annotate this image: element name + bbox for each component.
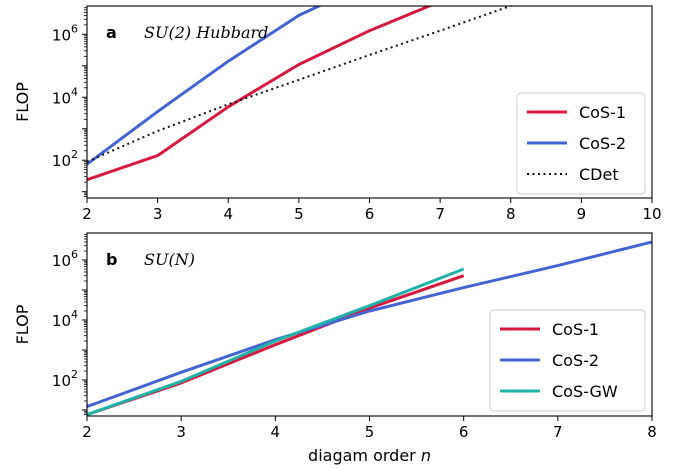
legend-label-cdet: CDet [579, 165, 619, 184]
panel-letter: b [106, 250, 117, 269]
legend-label-cos-1: CoS-1 [552, 320, 599, 339]
x-tick-label: 5 [365, 423, 375, 441]
x-tick-label: 6 [365, 205, 375, 223]
x-tick-label: 8 [647, 423, 657, 441]
y-tick-label: 106 [52, 22, 78, 44]
panel-letter: a [106, 23, 117, 42]
y-tick-label: 104 [52, 85, 78, 107]
legend-label-cos-1: CoS-1 [579, 103, 626, 122]
x-tick-label: 2 [82, 205, 92, 223]
x-tick-label: 6 [459, 423, 469, 441]
x-tick-label: 3 [176, 423, 186, 441]
panel-title: SU(2) Hubbard [144, 23, 268, 42]
series-line-cos-gw [87, 269, 464, 415]
x-tick-label: 4 [271, 423, 281, 441]
x-tick-label: 3 [153, 205, 163, 223]
x-tick-label: 5 [294, 205, 304, 223]
x-tick-label: 2 [82, 423, 92, 441]
panel-b: 2 3 4 5 6 7 8 102 104 106 FLOP diagam order n b SU(N)… [13, 233, 657, 465]
legend: CoS-1 CoS-2 CoS-GW [490, 310, 645, 411]
panel-a: 2 3 4 5 6 7 8 9 10 102 104 106 FLOP a SU(2) Hubbard CoS… [13, 0, 662, 223]
x-tick-label: 4 [223, 205, 233, 223]
y-tick-label: 104 [52, 308, 78, 330]
y-axis-label: FLOP [13, 82, 32, 122]
legend-label-cos-gw: CoS-GW [552, 382, 618, 401]
x-tick-label: 9 [577, 205, 587, 223]
x-tick-label: 7 [435, 205, 445, 223]
x-tick-label: 10 [642, 205, 661, 223]
panel-title: SU(N) [144, 250, 195, 269]
y-tick-label: 106 [52, 248, 78, 270]
x-axis-label: diagam order n [308, 446, 431, 465]
y-tick-label: 102 [52, 368, 78, 390]
y-axis-label: FLOP [13, 304, 32, 344]
legend-label-cos-2: CoS-2 [579, 134, 626, 153]
legend: CoS-1 CoS-2 CDet [517, 93, 645, 194]
x-tick-label: 8 [506, 205, 516, 223]
legend-label-cos-2: CoS-2 [552, 351, 599, 370]
x-tick-label: 7 [553, 423, 563, 441]
y-tick-label: 102 [52, 148, 78, 170]
